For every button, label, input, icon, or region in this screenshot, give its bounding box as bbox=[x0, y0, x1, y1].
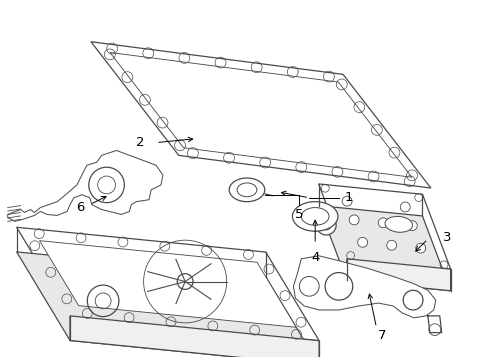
Text: 5: 5 bbox=[295, 208, 303, 221]
Circle shape bbox=[357, 237, 367, 247]
Text: 3: 3 bbox=[442, 231, 450, 244]
Circle shape bbox=[299, 276, 319, 296]
Circle shape bbox=[89, 167, 124, 203]
Ellipse shape bbox=[292, 202, 337, 231]
Polygon shape bbox=[17, 227, 319, 341]
Ellipse shape bbox=[237, 183, 256, 197]
Circle shape bbox=[400, 202, 409, 212]
Circle shape bbox=[378, 218, 387, 228]
Polygon shape bbox=[70, 316, 319, 360]
Polygon shape bbox=[8, 150, 163, 221]
Circle shape bbox=[348, 215, 358, 225]
Polygon shape bbox=[40, 240, 296, 327]
Circle shape bbox=[407, 221, 416, 231]
Circle shape bbox=[316, 215, 335, 235]
Text: 4: 4 bbox=[310, 251, 319, 264]
Polygon shape bbox=[17, 252, 319, 360]
Text: 6: 6 bbox=[76, 201, 84, 214]
Text: 7: 7 bbox=[377, 329, 386, 342]
Polygon shape bbox=[91, 42, 430, 188]
Text: 2: 2 bbox=[135, 136, 144, 149]
Circle shape bbox=[415, 243, 425, 253]
Circle shape bbox=[386, 240, 396, 250]
Ellipse shape bbox=[301, 208, 328, 225]
Polygon shape bbox=[318, 184, 450, 269]
Circle shape bbox=[321, 220, 330, 230]
Ellipse shape bbox=[229, 178, 264, 202]
Ellipse shape bbox=[384, 216, 412, 232]
Polygon shape bbox=[318, 206, 450, 291]
Text: 1: 1 bbox=[344, 191, 353, 204]
Circle shape bbox=[342, 196, 351, 206]
Circle shape bbox=[325, 273, 352, 300]
Polygon shape bbox=[346, 259, 450, 291]
Polygon shape bbox=[293, 256, 435, 318]
Circle shape bbox=[402, 290, 422, 310]
